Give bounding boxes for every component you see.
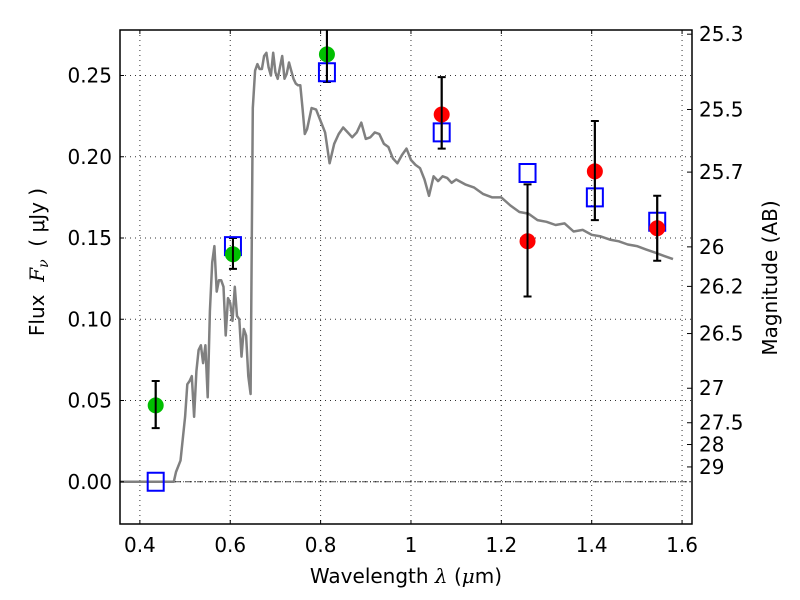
y-tick-label: 0.05 [67, 389, 112, 413]
y-axis-label: Flux Fν ( μJy ) [25, 188, 52, 336]
x-axis-label: Wavelength λ (μm) [310, 564, 502, 588]
x-tick-label: 1.4 [576, 533, 608, 557]
y2-tick-label: 26.2 [699, 274, 744, 298]
x-tick-label: 0.8 [305, 533, 337, 557]
y-tick-label: 0.00 [67, 470, 112, 494]
model-photometry-square [146, 471, 165, 492]
ticks: 0.4 0.6 0.8 1 1.2 1.4 1.6 0.00 0.05 0.10 0.15 0.20 0… [67, 22, 743, 557]
y2-tick-label: 25.3 [699, 22, 744, 46]
y2-tick-label: 28 [699, 433, 724, 457]
y2-tick-label: 25.7 [699, 160, 744, 184]
y2-tick-label: 27 [699, 376, 724, 400]
y2-tick-label: 25.5 [699, 97, 744, 121]
model-photometry-square [518, 163, 537, 183]
y2-tick-label: 26 [699, 235, 724, 259]
x-tick-label: 0.4 [124, 533, 156, 557]
y-tick-label: 0.10 [67, 307, 112, 331]
axes-frame [119, 29, 693, 525]
plot-area [120, 30, 674, 492]
grid [120, 30, 692, 524]
x-tick-label: 1 [405, 533, 418, 557]
y-tick-label: 0.15 [67, 226, 112, 250]
y-tick-label: 0.25 [67, 64, 112, 88]
y-tick-label: 0.20 [67, 145, 112, 169]
y2-tick-label: 26.5 [699, 322, 744, 346]
model-spectrum-line [120, 51, 674, 484]
x-tick-label: 0.6 [214, 533, 246, 557]
y2-tick-label: 29 [699, 455, 724, 479]
x-tick-label: 1.2 [485, 533, 517, 557]
x-tick-label: 1.6 [666, 533, 698, 557]
y2-tick-label: 27.5 [699, 411, 744, 435]
y2-axis-label: Magnitude (AB) [758, 200, 782, 355]
